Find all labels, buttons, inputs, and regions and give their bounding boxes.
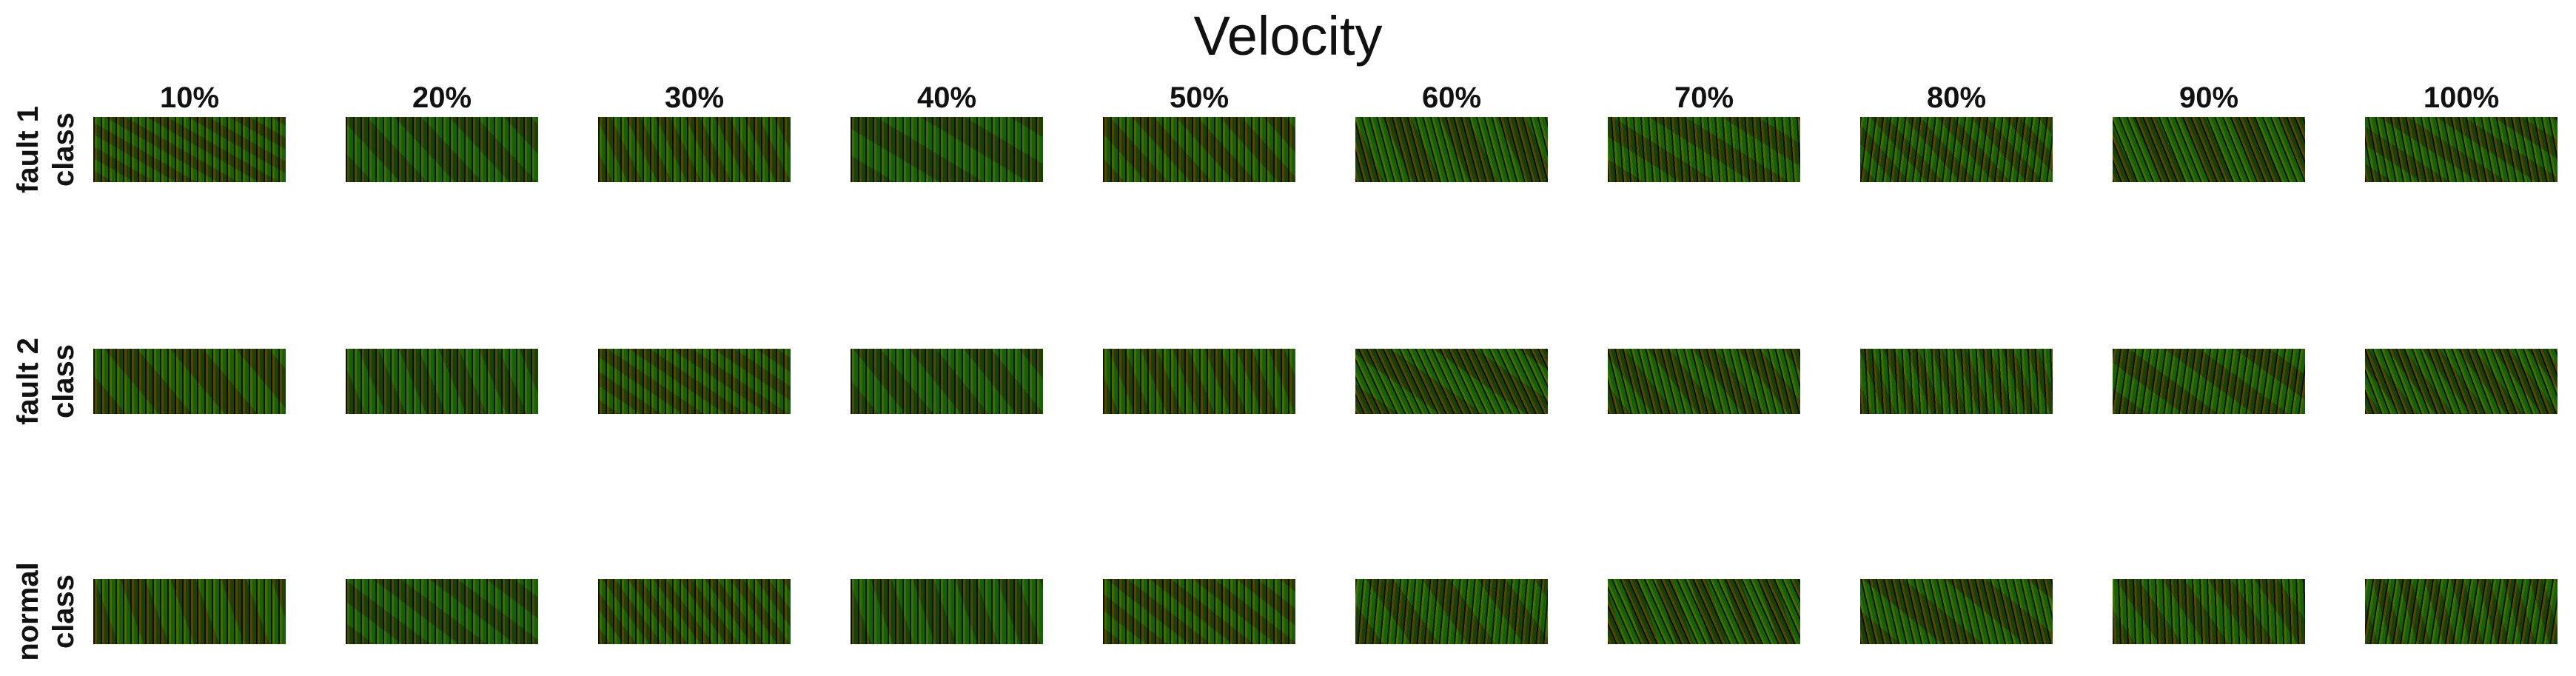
tile-fault-1-90pct (2113, 117, 2305, 182)
column-label: 20% (412, 81, 472, 114)
tile-fault-2-100pct (2365, 349, 2557, 414)
column-label: 30% (664, 81, 725, 114)
tile-fault-2-60pct (1355, 349, 1548, 414)
row-label-line: class (47, 574, 80, 649)
tile-normal-50pct (1103, 579, 1295, 644)
tile-fault-1-60pct (1355, 117, 1548, 182)
figure-title: Velocity (1193, 5, 1383, 67)
tile-fault-1-30pct (598, 117, 791, 182)
tile-fault-1-70pct (1608, 117, 1800, 182)
column-label: 80% (1926, 81, 1987, 114)
row-label-line: class (47, 344, 80, 419)
tile-normal-90pct (2113, 579, 2305, 644)
tile-fault-2-20pct (346, 349, 538, 414)
column-label: 40% (916, 81, 977, 114)
tile-normal-100pct (2365, 579, 2557, 644)
tile-fault-1-50pct (1103, 117, 1295, 182)
column-label: 10% (159, 81, 220, 114)
tile-normal-30pct (598, 579, 791, 644)
tile-fault-1-40pct (851, 117, 1043, 182)
tile-fault-2-70pct (1608, 349, 1800, 414)
row-label-line: fault 2 (12, 338, 44, 425)
column-label: 50% (1169, 81, 1230, 114)
tile-normal-20pct (346, 579, 538, 644)
tile-fault-1-20pct (346, 117, 538, 182)
tile-fault-1-10pct (93, 117, 286, 182)
row-label-normal: normal class (0, 562, 92, 660)
tile-normal-70pct (1608, 579, 1800, 644)
tile-normal-40pct (851, 579, 1043, 644)
tile-fault-2-30pct (598, 349, 791, 414)
tile-fault-2-10pct (93, 349, 286, 414)
row-label-line: fault 1 (12, 106, 44, 193)
row-label-line: normal (12, 562, 44, 661)
tile-fault-2-90pct (2113, 349, 2305, 414)
column-label: 70% (1674, 81, 1734, 114)
tile-fault-1-80pct (1860, 117, 2053, 182)
row-label-line: class (47, 112, 80, 187)
row-label-fault-2: fault 2 class (0, 338, 92, 425)
column-label: 60% (1421, 81, 1482, 114)
tile-fault-2-40pct (851, 349, 1043, 414)
tile-fault-2-80pct (1860, 349, 2053, 414)
column-label: 90% (2178, 81, 2239, 114)
tile-normal-80pct (1860, 579, 2053, 644)
column-label: 100% (2423, 81, 2500, 114)
tile-fault-1-100pct (2365, 117, 2557, 182)
row-label-fault-1: fault 1 class (0, 106, 92, 193)
tile-normal-60pct (1355, 579, 1548, 644)
tile-fault-2-50pct (1103, 349, 1295, 414)
tile-normal-10pct (93, 579, 286, 644)
